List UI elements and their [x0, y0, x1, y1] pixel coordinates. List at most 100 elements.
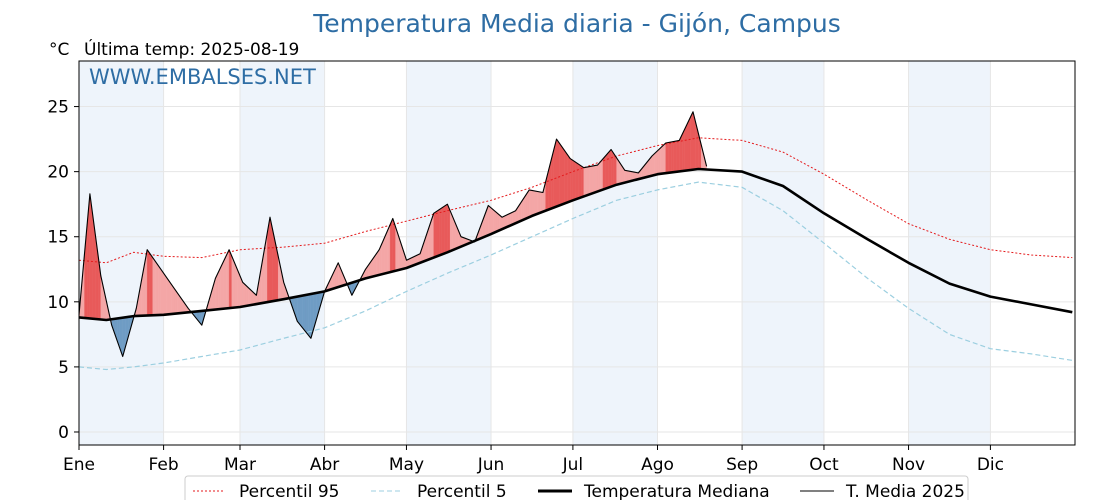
- fill-above-median: [168, 280, 172, 315]
- fill-above-median: [529, 189, 533, 218]
- fill-above-median: [575, 162, 579, 200]
- fill-above-median: [651, 153, 655, 176]
- fill-above-median: [537, 191, 541, 215]
- fill-above-median: [166, 276, 170, 315]
- legend: Percentil 95 Percentil 5 Temperatura Med…: [184, 475, 969, 500]
- fill-above-median: [676, 140, 680, 172]
- fill-above-median: [605, 152, 609, 189]
- y-unit: °C: [49, 40, 69, 60]
- fill-above-median: [684, 123, 688, 171]
- fill-above-median: [578, 163, 582, 199]
- fill-above-median: [660, 145, 664, 175]
- series-lines: [78, 111, 1073, 371]
- fill-above-median: [665, 142, 669, 174]
- plot-frame: [78, 60, 1076, 446]
- x-axis: Ene Feb Mar Abr May Jun Jul Ago Sep Oct Nov Dic: [63, 445, 1004, 475]
- fill-above-median: [600, 158, 604, 191]
- fill-above-median: [171, 284, 175, 315]
- fill-above-median: [681, 128, 685, 172]
- y-tick-label: 15: [47, 228, 69, 248]
- x-tick-label: May: [389, 455, 424, 475]
- fill-above-median: [572, 160, 576, 201]
- month-band: [742, 61, 824, 445]
- fill-below-median: [299, 295, 303, 329]
- fill-above-median: [668, 141, 672, 174]
- fill-above-median: [155, 261, 159, 316]
- fill-above-median: [589, 166, 593, 195]
- fill-above-median: [231, 256, 235, 309]
- month-band: [572, 61, 658, 445]
- fill-above-median: [556, 138, 560, 207]
- fill-above-median: [152, 257, 156, 316]
- x-tick-label: Ene: [63, 455, 95, 475]
- x-tick-label: Oct: [809, 455, 839, 475]
- x-tick-label: Abr: [310, 455, 339, 475]
- y-tick-label: 5: [58, 358, 69, 378]
- grid: [79, 61, 1075, 445]
- x-tick-label: Mar: [224, 455, 256, 475]
- fill-below-median: [302, 294, 306, 332]
- fill-above-median: [534, 190, 538, 216]
- fill-above-median: [610, 148, 614, 187]
- fill-above-median: [490, 207, 494, 235]
- y-axis: 0 5 10 15 20 25: [47, 98, 79, 443]
- month-bands: [79, 61, 991, 445]
- line-percentil-5: [78, 181, 1073, 371]
- y-tick-label: 20: [47, 163, 69, 183]
- fill-above-median: [160, 268, 164, 316]
- fill-above-median: [157, 264, 162, 316]
- fill-above-median: [583, 167, 587, 197]
- watermark: WWW.EMBALSES.NET: [89, 65, 316, 89]
- fill-above-median: [597, 161, 601, 192]
- fill-above-median: [242, 281, 246, 307]
- legend-box: [184, 475, 969, 500]
- fill-above-median: [218, 266, 222, 310]
- fill-above-median: [564, 150, 568, 204]
- y-tick-label: 10: [47, 293, 69, 313]
- x-tick-label: Feb: [149, 455, 179, 475]
- fill-above-median: [163, 272, 167, 315]
- fill-above-median: [540, 191, 544, 214]
- chart-title: Temperatura Media diaria - Gijón, Campus: [312, 9, 841, 38]
- legend-label-p95: Percentil 95: [239, 482, 339, 500]
- fill-above-median: [580, 165, 584, 198]
- fill-above-median: [654, 150, 658, 176]
- last-temp-label: Última temp: 2025-08-19: [84, 38, 299, 60]
- legend-label-current: T. Media 2025: [845, 482, 965, 500]
- fill-above-median: [493, 209, 497, 234]
- fill-above-median: [149, 253, 153, 316]
- line-temperatura-mediana: [78, 167, 1073, 322]
- x-tick-label: Dic: [977, 455, 1004, 475]
- fill-above-median: [613, 153, 617, 186]
- fill-below-median: [305, 294, 309, 336]
- fill-above-median: [690, 111, 694, 171]
- fill-below-median: [297, 295, 301, 326]
- fill-above-median: [531, 190, 535, 217]
- fill-above-median: [673, 140, 677, 173]
- fill-above-median: [226, 249, 230, 309]
- fill-above-median: [220, 261, 224, 310]
- fill-above-median: [496, 212, 500, 232]
- fill-above-median: [570, 158, 574, 202]
- fill-above-median: [245, 284, 249, 307]
- line-percentil-95: [78, 137, 1073, 264]
- fill-above-median: [657, 147, 661, 175]
- fill-above-median: [223, 255, 227, 309]
- fill-above-median: [586, 166, 590, 196]
- y-tick-label: 0: [58, 423, 69, 443]
- month-band: [239, 61, 325, 445]
- fill-above-median: [439, 207, 443, 256]
- y-tick-label: 25: [47, 98, 69, 118]
- fill-above-median: [387, 224, 391, 273]
- x-tick-label: Jul: [562, 455, 584, 475]
- legend-label-median: Temperatura Mediana: [583, 482, 770, 500]
- fill-above-median: [567, 154, 571, 203]
- fill-above-median: [670, 141, 675, 173]
- line-t-media-2025: [78, 111, 708, 358]
- x-tick-label: Sep: [726, 455, 758, 475]
- x-tick-label: Nov: [892, 455, 925, 475]
- x-tick-label: Jun: [477, 455, 505, 475]
- fill-above-median: [441, 205, 445, 255]
- fill-above-median: [662, 142, 666, 174]
